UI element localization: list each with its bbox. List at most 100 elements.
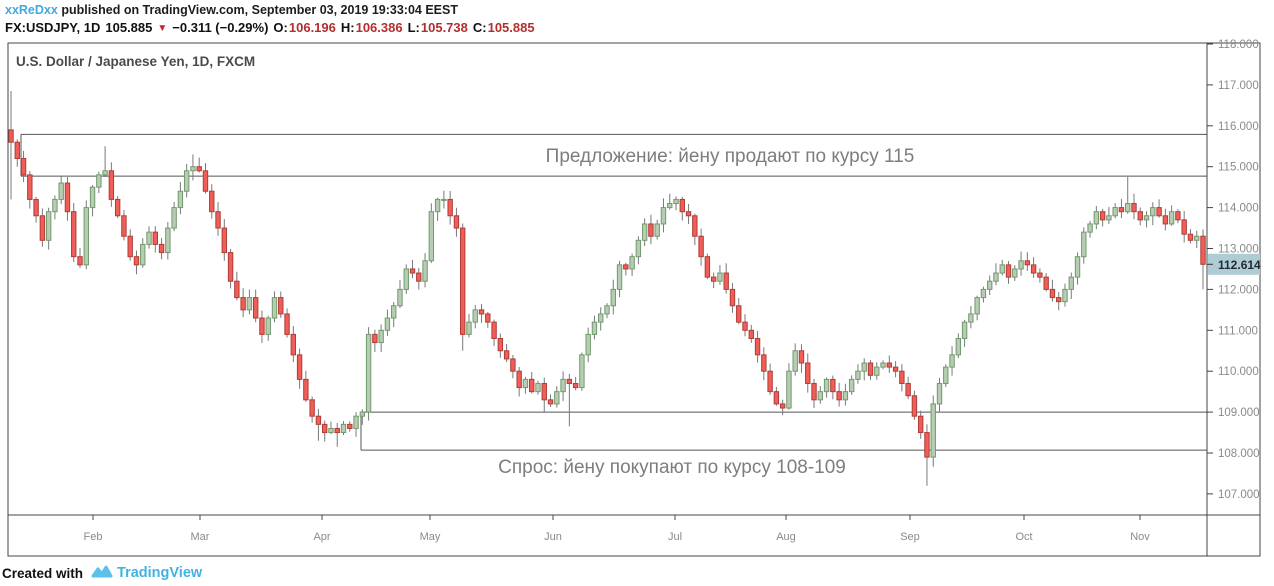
candle-body (447, 198, 453, 217)
candle-body (234, 280, 240, 299)
author-link[interactable]: xxReDxx (5, 3, 58, 17)
candle-body (296, 354, 303, 380)
candle-body (610, 288, 616, 307)
time-axis[interactable]: Feb Mar Apr May Jun Jul Aug Sep Oct Nov (84, 515, 1151, 543)
candle-body (196, 166, 202, 172)
candle-body (1043, 276, 1049, 290)
candle-body (52, 198, 58, 213)
candle-body (165, 227, 171, 254)
candle-body (353, 415, 359, 429)
candle-body (453, 215, 460, 229)
candle-body (347, 423, 353, 429)
last-price-label: 112.614 (1218, 258, 1261, 272)
candle-body (748, 329, 754, 339)
last-price: 105.885 (105, 20, 153, 35)
candle-body (999, 264, 1005, 274)
price-tick-label: 115.000 (1218, 162, 1259, 174)
candle-body (152, 231, 158, 245)
candle-body (679, 198, 685, 213)
quote-high: H: 106.386 (340, 20, 403, 35)
candle-body (127, 235, 133, 258)
candle-body (1175, 211, 1181, 221)
price-tick-label: 114.000 (1218, 203, 1259, 215)
candle-body (1037, 272, 1043, 278)
candle-body (321, 423, 328, 434)
candle-body (39, 215, 46, 241)
candle-body (1125, 203, 1131, 213)
candle-body (390, 305, 397, 319)
chart-border (7, 42, 1261, 557)
candle-body (1162, 215, 1169, 225)
price-axis[interactable]: 118.000 117.000 116.000 115.000 114.000 113.0… (1207, 39, 1261, 501)
supply-zone-label: Предложение: йену продают по курсу 115 (546, 146, 915, 167)
candle-body (133, 256, 140, 266)
candle-body (585, 333, 591, 356)
price-tick-label: 112.000 (1218, 284, 1259, 296)
candle-body (692, 215, 698, 237)
candle-body (240, 297, 246, 311)
candle-body (917, 415, 924, 434)
month-label: Feb (84, 531, 103, 543)
candle-body (660, 207, 667, 225)
candle-body (1018, 260, 1024, 270)
candle-body (45, 211, 52, 241)
candle-body (215, 211, 221, 229)
chart-frame (7, 42, 1261, 557)
tradingview-brand-link[interactable]: TradingView (117, 565, 203, 581)
candle-body (1005, 264, 1012, 278)
candle-body (855, 370, 861, 380)
candle-body (811, 382, 817, 401)
month-label: Jul (668, 531, 682, 543)
month-label: Jun (544, 531, 562, 543)
candle-body (140, 243, 146, 266)
candle-body (1068, 276, 1074, 290)
price-tick-label: 108.000 (1218, 448, 1260, 460)
candle-body (560, 378, 566, 393)
candle-body (591, 321, 598, 335)
candle-body (328, 427, 334, 434)
candle-body (955, 337, 962, 356)
candle-body (434, 198, 441, 213)
candle-body (1143, 215, 1150, 221)
chart-title: U.S. Dollar / Japanese Yen, 1D, FXCM (16, 54, 255, 69)
candle-body (33, 198, 39, 217)
candle-body (71, 211, 77, 258)
candle-body (1200, 235, 1206, 265)
candlestick-series (8, 91, 1206, 486)
candle-body (961, 321, 968, 339)
candle-body (1112, 207, 1118, 217)
candle-body (422, 260, 428, 282)
candle-body (1074, 256, 1081, 278)
candle-body (89, 186, 96, 209)
candle-body (767, 370, 773, 393)
candle-body (1056, 297, 1062, 303)
candle-body (641, 223, 648, 241)
candle-body (403, 268, 409, 290)
candle-body (848, 378, 855, 393)
candle-body (861, 362, 867, 372)
candle-body (1181, 219, 1187, 235)
candle-body (616, 264, 623, 290)
candle-body (779, 403, 786, 409)
candle-body (579, 354, 585, 389)
candle-body (516, 370, 522, 389)
candle-body (547, 399, 554, 405)
demand-zone-label: Спрос: йену покупают по курсу 108-109 (498, 457, 846, 478)
candle-body (798, 350, 805, 364)
footer: Created with TradingView (2, 564, 202, 582)
price-tick-label: 107.000 (1218, 489, 1260, 501)
candle-body (271, 297, 278, 319)
candle-body (1030, 264, 1037, 274)
candle-body (1087, 223, 1093, 233)
candle-body (183, 170, 190, 192)
candle-body (754, 337, 761, 356)
candle-body (83, 207, 89, 266)
candle-body (598, 313, 604, 323)
publish-info: xxReDxx published on TradingView.com, Se… (5, 3, 458, 17)
candle-body (1150, 207, 1156, 217)
candle-body (372, 333, 378, 344)
candle-body (529, 378, 535, 393)
candle-body (1168, 211, 1175, 225)
month-label: Sep (900, 531, 920, 543)
